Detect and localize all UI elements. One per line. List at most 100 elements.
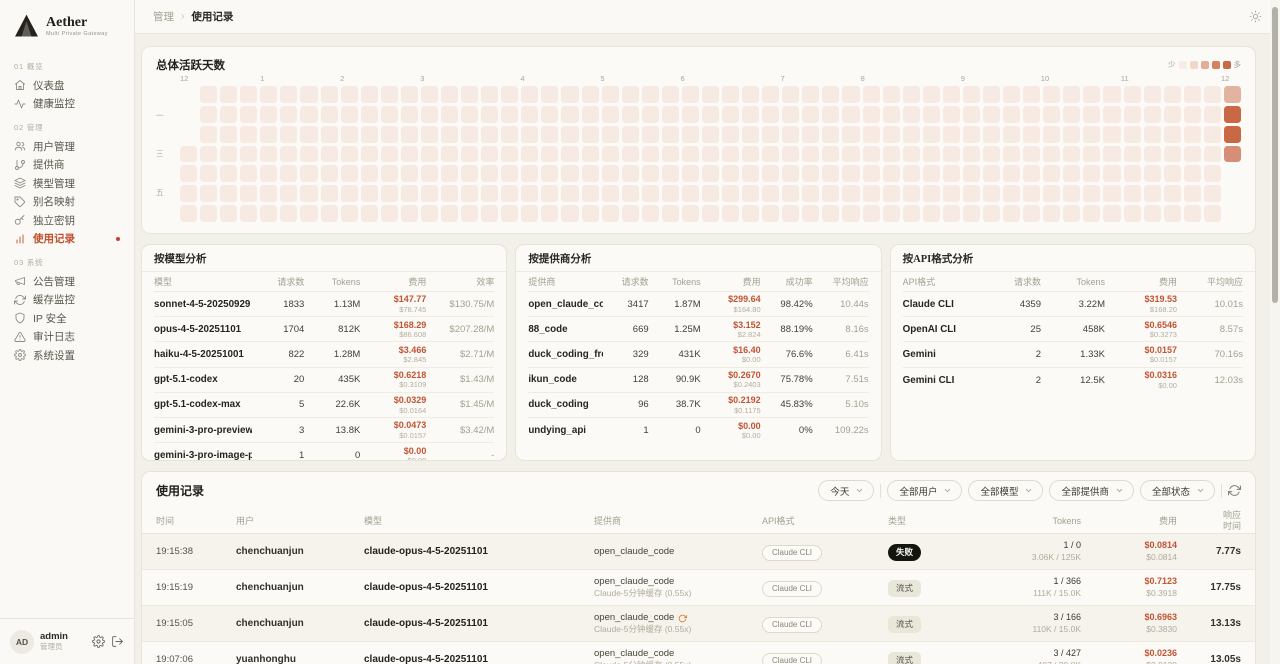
heatmap-cell [481, 105, 499, 123]
heatmap-cell [601, 105, 619, 123]
filter-select-4[interactable]: 全部状态 [1139, 480, 1215, 501]
filter-select-1[interactable]: 全部用户 [887, 480, 963, 501]
table-cell: 12.03s [1214, 374, 1243, 386]
sidebar-item-announcements[interactable]: 公告管理 [8, 272, 126, 291]
refresh-button[interactable] [1228, 484, 1241, 497]
filter-select-3[interactable]: 全部提供商 [1049, 480, 1134, 501]
record-cost: $0.6963 $0.3830 [1081, 612, 1177, 635]
table-cell: 20 [293, 374, 305, 386]
record-type: 失败 [888, 542, 976, 561]
column-header: 平均响应 [832, 277, 869, 287]
heatmap-cell [300, 145, 318, 163]
theme-toggle-icon[interactable] [1249, 10, 1262, 23]
heatmap-cell [240, 105, 258, 123]
sidebar-item-audit[interactable]: 审计日志 [8, 328, 126, 347]
heatmap-cell [681, 165, 699, 183]
heatmap-cell [561, 165, 579, 183]
table-cell: gemini-3-pro-preview [154, 424, 253, 436]
record-tokens: 1 / 0 3.06K / 125K [976, 540, 1081, 563]
record-time: 19:15:19 [156, 582, 193, 593]
sidebar-item-usage[interactable]: 使用记录 [8, 230, 126, 249]
heatmap-cell [521, 165, 539, 183]
heatmap-cell [742, 105, 760, 123]
heatmap-cell [641, 125, 659, 143]
heatmap-cell [782, 205, 800, 222]
heatmap-cell [661, 185, 679, 203]
heatmap-cell [862, 165, 880, 183]
heatmap-cell [1163, 125, 1181, 143]
heatmap-cell [842, 205, 860, 222]
cost-main-value: $3.466 [398, 344, 427, 355]
heatmap-cell [962, 86, 981, 103]
heatmap-title: 总体活跃天数 [156, 59, 225, 72]
record-row[interactable]: 19:15:05 chenchuanjun claude-opus-4-5-2025… [142, 606, 1255, 642]
legend-swatch [1211, 60, 1220, 69]
heatmap-cell [561, 105, 579, 123]
heatmap-cell [1203, 165, 1221, 183]
heatmap-cell [200, 145, 218, 163]
settings-gear-icon[interactable] [92, 635, 105, 648]
logout-icon[interactable] [111, 635, 124, 648]
record-duration: 17.75s [1210, 582, 1241, 593]
sidebar-item-models[interactable]: 模型管理 [8, 174, 126, 193]
heatmap-cell [1103, 185, 1121, 203]
filter-select-0[interactable]: 今天 [818, 480, 875, 501]
heatmap-cell [300, 125, 318, 143]
sidebar-item-cache[interactable]: 缓存监控 [8, 291, 126, 310]
record-row[interactable]: 19:15:38 chenchuanjun claude-opus-4-5-2025… [142, 534, 1255, 570]
heatmap-cell [762, 105, 780, 123]
sidebar-item-keys[interactable]: 独立密钥 [8, 211, 126, 230]
sidebar-item-dashboard[interactable]: 仪表盘 [8, 76, 126, 95]
heatmap-day-label: 一 [156, 110, 164, 120]
table-cell: 6.41s [845, 348, 869, 360]
tokens-sub: 3.06K / 125K [1031, 551, 1081, 562]
heatmap-cell [420, 165, 438, 183]
type-badge: 流式 [888, 651, 922, 664]
sidebar-item-users[interactable]: 用户管理 [8, 137, 126, 156]
heatmap-cell [1203, 86, 1221, 103]
heatmap-cell [320, 86, 338, 103]
record-user: chenchuanjun [236, 582, 304, 593]
filter-label: 全部提供商 [1061, 486, 1109, 498]
heatmap-cell [621, 165, 639, 183]
heatmap-cell [862, 145, 880, 163]
heatmap-cell [1143, 165, 1161, 183]
heatmap-cell [942, 185, 960, 203]
heatmap-cell [300, 205, 318, 222]
record-api-format: Claude CLI [762, 650, 888, 664]
heatmap-cell [1103, 86, 1121, 103]
heatmap-cell [581, 145, 599, 163]
sidebar-item-alias[interactable]: 别名映射 [8, 193, 126, 212]
heatmap-cell [922, 105, 940, 123]
record-row[interactable]: 19:07:06 yuanhonghu claude-opus-4-5-202511… [142, 642, 1255, 664]
heatmap-cell [521, 105, 539, 123]
scrollbar-thumb[interactable] [1272, 7, 1278, 303]
sidebar-item-providers[interactable]: 提供商 [8, 156, 126, 175]
filter-select-2[interactable]: 全部模型 [968, 480, 1044, 501]
breadcrumb-parent[interactable]: 管理 [153, 11, 174, 23]
table-cell: 8.16s [845, 323, 869, 335]
heatmap-cell [842, 165, 860, 183]
cost-main-value: $299.64 [728, 294, 761, 305]
table-cell: 329 [632, 348, 649, 360]
heatmap-cell [601, 86, 619, 103]
sidebar-item-settings[interactable]: 系统设置 [8, 346, 126, 365]
legend-swatch [1189, 60, 1198, 69]
record-row[interactable]: 19:15:19 chenchuanjun claude-opus-4-5-2025… [142, 570, 1255, 606]
sidebar-item-ip-security[interactable]: IP 安全 [8, 309, 126, 328]
heatmap-day-label: 三 [156, 149, 164, 159]
heatmap-cell [882, 165, 900, 183]
heatmap-cell [762, 86, 780, 103]
sidebar-item-health[interactable]: 健康监控 [8, 95, 126, 114]
heatmap-cell [1063, 205, 1081, 222]
record-tokens: 1 / 366 111K / 15.0K [976, 576, 1081, 599]
table-cell: 5.10s [845, 399, 869, 411]
heatmap-cell [802, 185, 820, 203]
heatmap-cell [661, 145, 679, 163]
table-row: gemini-3-pro-preview 3 13.8K $0.0473 $0.0157… [154, 418, 495, 444]
type-badge: 失败 [888, 543, 922, 561]
heatmap-cell [1083, 205, 1101, 222]
heatmap-cell [1103, 125, 1121, 143]
heatmap-cell [1123, 185, 1141, 203]
